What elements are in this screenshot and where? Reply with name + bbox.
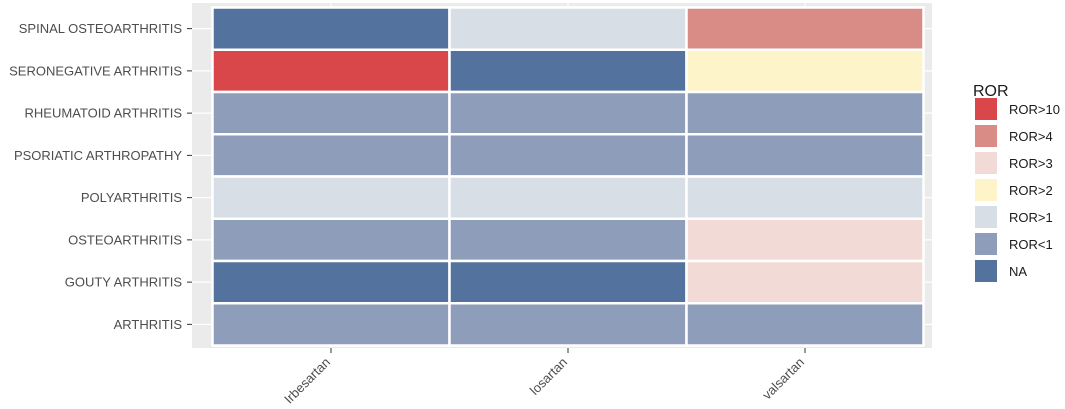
legend-swatch: [975, 260, 997, 282]
heatmap-cell: [448, 90, 688, 136]
y-tick-label: SPINAL OSTEOARTHRITIS: [19, 21, 183, 36]
legend-items: ROR>10 ROR>4 ROR>3 ROR>2 ROR>1 ROR<1 NA: [975, 98, 1060, 282]
heatmap-cell: [211, 175, 451, 220]
x-axis: Irbesartan losartan valsartan: [281, 348, 807, 407]
heatmap-cell: [211, 302, 451, 347]
heatmap-cell: [211, 217, 451, 263]
legend: ROR ROR>10 ROR>4 ROR>3 ROR>2 ROR>1 ROR<1 NA: [973, 83, 1060, 282]
y-tick-label: POLYARTHRITIS: [81, 190, 182, 205]
heatmap-cell: [448, 6, 688, 51]
legend-label: ROR>1: [1009, 210, 1053, 225]
legend-label: ROR<1: [1009, 237, 1053, 252]
x-tick-label: losartan: [527, 355, 570, 398]
y-tick-label: SERONEGATIVE ARTHRITIS: [9, 63, 182, 78]
y-tick-label: GOUTY ARTHRITIS: [65, 275, 183, 290]
legend-swatch: [975, 179, 997, 201]
heatmap-cell: [211, 90, 451, 136]
y-tick-label: ARTHRITIS: [114, 317, 183, 332]
legend-swatch: [975, 152, 997, 174]
heatmap-cell: [685, 302, 925, 347]
legend-swatch: [975, 206, 997, 228]
heatmap-cell: [448, 133, 688, 178]
legend-label: NA: [1009, 264, 1027, 279]
legend-swatch: [975, 98, 997, 120]
y-tick-label: OSTEOARTHRITIS: [68, 232, 182, 247]
heatmap-cell: [211, 133, 451, 178]
heatmap-cell: [448, 175, 688, 220]
heatmap-cell: [685, 133, 925, 178]
legend-title: ROR: [973, 83, 1009, 100]
legend-label: ROR>3: [1009, 156, 1053, 171]
heatmap-cell: [685, 6, 925, 51]
y-tick-label: RHEUMATOID ARTHRITIS: [25, 106, 183, 121]
heatmap-cell: [448, 259, 688, 305]
x-tick-label: Irbesartan: [281, 355, 333, 407]
legend-swatch: [975, 233, 997, 255]
heatmap-cell: [448, 302, 688, 347]
heatmap-cell: [448, 217, 688, 263]
heatmap-cell: [211, 6, 451, 51]
heatmap-tiles: [211, 6, 925, 347]
legend-label: ROR>2: [1009, 183, 1053, 198]
heatmap-cell: [685, 259, 925, 305]
legend-label: ROR>4: [1009, 129, 1053, 144]
y-tick-label: PSORIATIC ARTHROPATHY: [14, 148, 182, 163]
heatmap-cell: [685, 175, 925, 220]
heatmap-cell: [685, 217, 925, 263]
heatmap-cell: [685, 90, 925, 136]
heatmap-cell: [211, 259, 451, 305]
heatmap-cell: [685, 48, 925, 94]
legend-label: ROR>10: [1009, 102, 1060, 117]
heatmap-cell: [211, 48, 451, 94]
y-axis: SPINAL OSTEOARTHRITIS SERONEGATIVE ARTHRI…: [9, 21, 192, 332]
x-tick-label: valsartan: [759, 355, 807, 403]
legend-swatch: [975, 125, 997, 147]
heatmap-cell: [448, 48, 688, 94]
